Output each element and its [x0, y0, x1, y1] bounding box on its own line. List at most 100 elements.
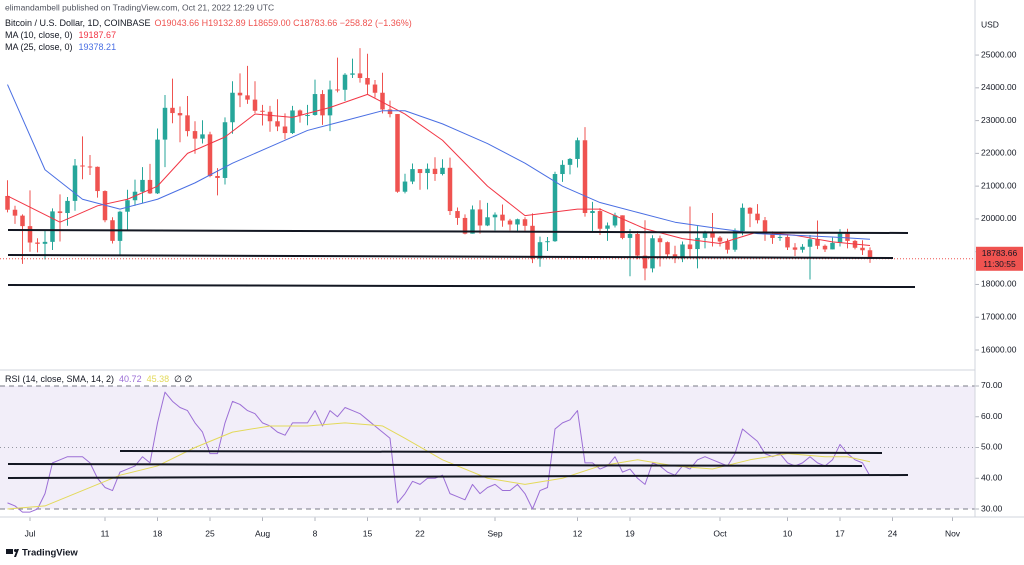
x-tick-label: 10	[783, 528, 793, 538]
x-tick-label: 8	[313, 528, 318, 538]
candle-body	[290, 110, 295, 134]
candle-body	[170, 107, 175, 114]
candle-body	[470, 209, 475, 234]
candle-body	[380, 92, 385, 110]
x-tick-label: 18	[153, 528, 163, 538]
candle-body	[695, 237, 700, 250]
candle-body	[35, 242, 40, 244]
trendline	[7, 463, 863, 467]
legend-value: 19187.67	[79, 30, 117, 40]
candle-body	[800, 246, 805, 250]
rsi-line	[7, 422, 871, 510]
legend-value: 40.72	[119, 374, 142, 384]
candle-body	[335, 89, 340, 91]
candle-body	[635, 233, 640, 256]
drawn-trendlines	[7, 229, 916, 479]
candle-body	[42, 241, 48, 244]
candle-body	[785, 236, 790, 248]
legend-name: MA (10, close, 0)	[5, 30, 73, 40]
candle-body	[305, 115, 310, 117]
candle-body	[350, 73, 355, 75]
candle-body	[215, 175, 220, 178]
y-tick-label: 60.00	[981, 411, 1003, 421]
candle-body	[80, 165, 85, 167]
legend-value: 19378.21	[79, 42, 117, 52]
brand-name: TradingView	[22, 548, 78, 559]
candle-body	[860, 247, 865, 251]
y-tick-label: 22000.00	[981, 148, 1017, 158]
candle-body	[245, 95, 250, 100]
candle-body	[455, 211, 460, 218]
x-tick-label: Jul	[25, 528, 36, 538]
moving-average-line	[7, 93, 871, 247]
candle-body	[770, 234, 775, 238]
candle-body	[492, 214, 498, 218]
trendline	[7, 284, 916, 288]
candle-body	[717, 237, 723, 242]
y-tick-label: 23000.00	[981, 115, 1017, 125]
candle-body	[612, 215, 618, 226]
candle-body	[192, 131, 198, 139]
candle-body	[560, 164, 565, 175]
candle-body	[297, 110, 303, 116]
candle-body	[642, 255, 648, 269]
candle-body	[357, 73, 363, 78]
y-tick-label: 50.00	[981, 442, 1003, 452]
candle-body	[845, 233, 850, 241]
candle-body	[410, 169, 415, 182]
candle-body	[792, 247, 798, 250]
candle-body	[485, 217, 490, 226]
moving-average-line	[7, 84, 871, 240]
indicator-title: RSI (14, close, SMA, 14, 2)	[5, 374, 114, 384]
candle-body	[65, 200, 70, 214]
candle-body	[867, 250, 873, 259]
trendline	[7, 474, 909, 479]
y-tick-label: 70.00	[981, 380, 1003, 390]
candle-body	[222, 122, 228, 178]
axis-unit: USD	[981, 19, 999, 29]
candle-body	[582, 140, 588, 214]
candle-body	[830, 242, 835, 250]
candle-body	[342, 74, 348, 90]
candle-body	[140, 179, 145, 192]
candle-body	[95, 166, 100, 192]
y-tick-label: 40.00	[981, 473, 1003, 483]
background-layer	[0, 54, 979, 521]
candle-body	[665, 242, 670, 255]
x-tick-label: 22	[415, 528, 425, 538]
candle-body	[477, 209, 483, 226]
countdown-label: 11:30:55	[983, 259, 1016, 269]
candle-body	[777, 236, 783, 238]
candle-body	[185, 115, 190, 132]
x-tick-label: 19	[625, 528, 635, 538]
y-tick-label: 20000.00	[981, 213, 1017, 223]
candle-body	[27, 226, 33, 243]
candle-body	[87, 166, 93, 168]
last-price-box	[976, 246, 1023, 271]
legend: RSI (14, close, SMA, 14, 2) 40.72 45.38 ∅ ∅	[5, 374, 192, 384]
candle-body	[387, 109, 393, 115]
legend-value: 45.38	[147, 374, 170, 384]
candle-body	[755, 213, 760, 221]
candle-body	[155, 139, 160, 194]
brand-logo	[6, 549, 19, 557]
legend: MA (25, close, 0) 19378.21	[5, 42, 116, 52]
candle-body	[590, 211, 595, 214]
candle-body	[312, 94, 318, 116]
candle-body	[162, 107, 168, 140]
candle-body	[267, 111, 273, 122]
candle-body	[507, 220, 513, 225]
x-tick-label: 17	[835, 528, 845, 538]
candle-body	[657, 238, 663, 243]
candle-body	[417, 169, 423, 174]
legend: Bitcoin / U.S. Dollar, 1D, COINBASE O1904…	[5, 18, 412, 28]
legend-name: MA (25, close, 0)	[5, 42, 73, 52]
candle-body	[147, 179, 153, 194]
candle-body	[5, 195, 10, 210]
logo-shape	[6, 549, 13, 554]
candle-body	[402, 181, 408, 192]
candle-body	[50, 211, 55, 242]
x-tick-label: Sep	[487, 528, 502, 538]
